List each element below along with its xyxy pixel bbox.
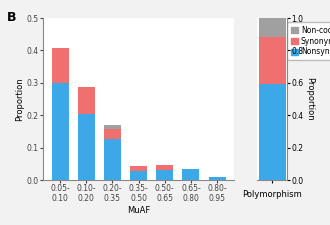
Bar — [51, 83, 69, 180]
Bar — [209, 177, 226, 180]
Bar — [130, 166, 147, 171]
Bar — [78, 114, 95, 180]
Bar — [156, 170, 173, 180]
X-axis label: Polymorphism: Polymorphism — [242, 190, 302, 199]
Bar — [104, 125, 121, 129]
Bar — [259, 84, 286, 180]
Bar — [78, 87, 95, 114]
Y-axis label: Proportion: Proportion — [15, 77, 24, 121]
Bar — [104, 139, 121, 180]
Legend: Non-coding, Synonymous, Nonsynonymous: Non-coding, Synonymous, Nonsynonymous — [287, 22, 330, 60]
Bar — [51, 48, 69, 83]
Bar — [259, 18, 286, 37]
X-axis label: MuAF: MuAF — [127, 206, 150, 215]
Y-axis label: Proportion: Proportion — [306, 77, 314, 121]
Bar — [104, 129, 121, 139]
Bar — [130, 171, 147, 180]
Bar — [182, 169, 199, 180]
Bar — [259, 37, 286, 84]
Bar — [156, 165, 173, 170]
Text: B: B — [7, 11, 16, 24]
